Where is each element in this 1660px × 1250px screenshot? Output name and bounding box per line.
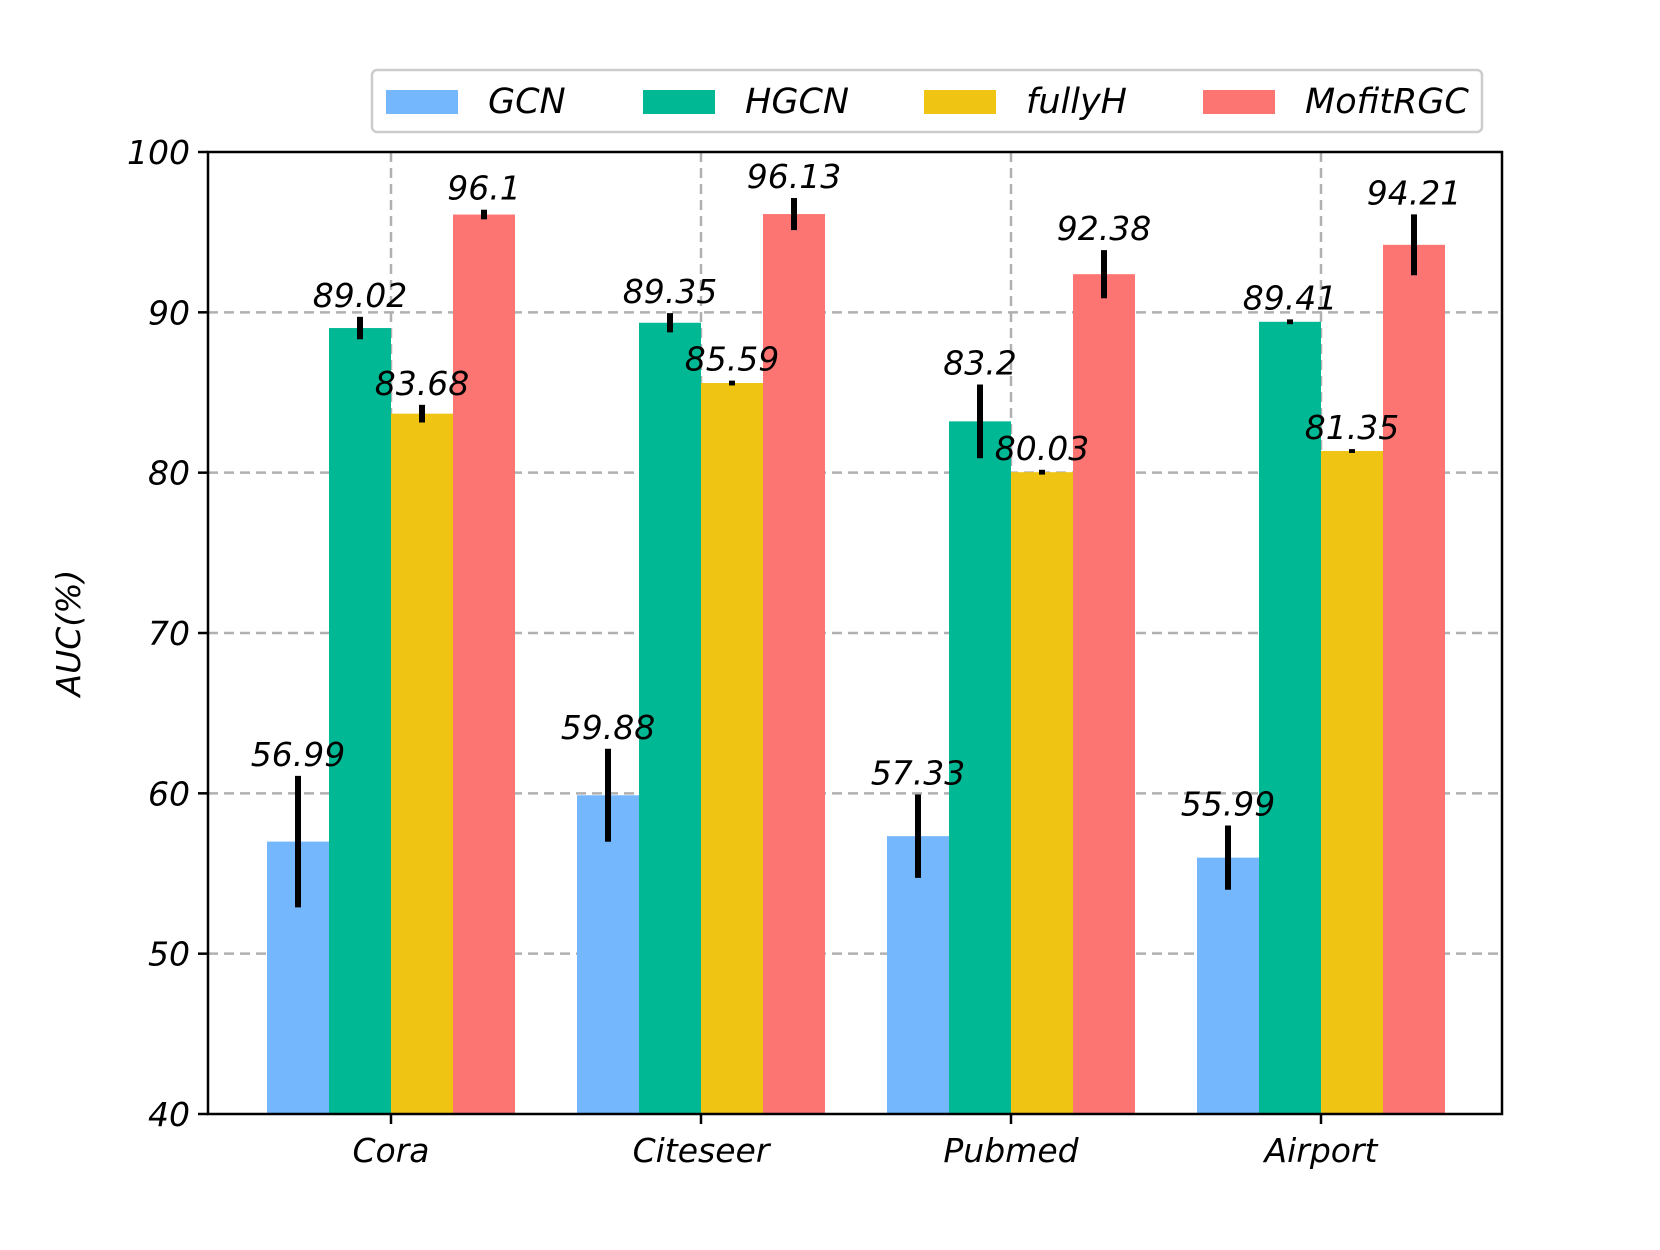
x-tick-label: Citeseer: [633, 1131, 772, 1170]
x-tick-label: Airport: [1263, 1131, 1379, 1170]
legend: GCN HGCN fullyH MofitRGC: [370, 68, 1484, 134]
y-tick-label: 60: [148, 774, 190, 813]
data-label: 83.68: [375, 364, 469, 403]
bar-fullyh: [701, 383, 763, 1114]
bar-layer: [267, 214, 1445, 1115]
bar-mofitrgc: [763, 214, 825, 1114]
data-label: 83.2: [943, 343, 1016, 382]
legend-swatch-mofitrgc: [1203, 90, 1275, 114]
bar-mofitrgc: [1383, 244, 1445, 1114]
bar-gcn: [1197, 857, 1259, 1114]
data-label: 85.59: [685, 340, 779, 379]
bar-fullyh: [1321, 451, 1383, 1114]
y-tick-label: 50: [148, 935, 190, 974]
data-label: 56.99: [251, 735, 345, 774]
data-label: 81.35: [1305, 408, 1399, 447]
data-label: 94.21: [1367, 173, 1461, 212]
data-label: 80.03: [995, 429, 1089, 468]
legend-label-mofitrgc: MofitRGC: [1305, 82, 1469, 122]
bar-hgcn: [329, 328, 391, 1114]
legend-label-gcn: GCN: [488, 82, 566, 122]
bar-gcn: [887, 836, 949, 1114]
data-label: 96.1: [447, 169, 520, 208]
bar-mofitrgc: [1073, 274, 1135, 1114]
y-tick-label: 80: [148, 454, 190, 493]
data-label: 59.88: [561, 708, 655, 747]
data-label: 89.02: [313, 276, 407, 315]
legend-label-fullyh: fullyH: [1026, 82, 1127, 122]
bar-fullyh: [1011, 472, 1073, 1114]
bar-hgcn: [639, 322, 701, 1114]
data-label: 92.38: [1057, 209, 1151, 248]
bar-mofitrgc: [453, 214, 515, 1114]
x-tick-label: Cora: [352, 1131, 429, 1170]
x-tick-label: Pubmed: [943, 1131, 1079, 1170]
legend-swatch-gcn: [386, 90, 458, 114]
y-tick-label: 100: [127, 133, 190, 172]
data-label: 55.99: [1181, 785, 1275, 824]
data-label: 89.41: [1243, 278, 1337, 317]
bar-fullyh: [391, 413, 453, 1114]
data-label-layer: 56.99 59.88 57.33 55.99 89.02 89.35 83.2 89.41 8…: [251, 157, 1461, 824]
axis-layer: 40 50 60 70 80 90 100 Cora Citeseer Pubmed Airport: [127, 133, 1379, 1170]
bar-hgcn: [949, 421, 1011, 1114]
legend-swatch-hgcn: [643, 90, 715, 114]
legend-swatch-fullyh: [924, 90, 996, 114]
bar-gcn: [577, 795, 639, 1114]
y-tick-label: 90: [148, 293, 190, 332]
legend-label-hgcn: HGCN: [745, 82, 849, 122]
data-label: 96.13: [747, 157, 841, 196]
data-label: 57.33: [871, 753, 965, 792]
y-tick-label: 70: [148, 614, 190, 653]
bar-hgcn: [1259, 321, 1321, 1115]
data-label: 89.35: [623, 272, 717, 311]
error-bar-layer: [295, 198, 1417, 908]
y-tick-label: 40: [148, 1095, 190, 1134]
y-axis-title: AUC(%): [49, 570, 88, 699]
